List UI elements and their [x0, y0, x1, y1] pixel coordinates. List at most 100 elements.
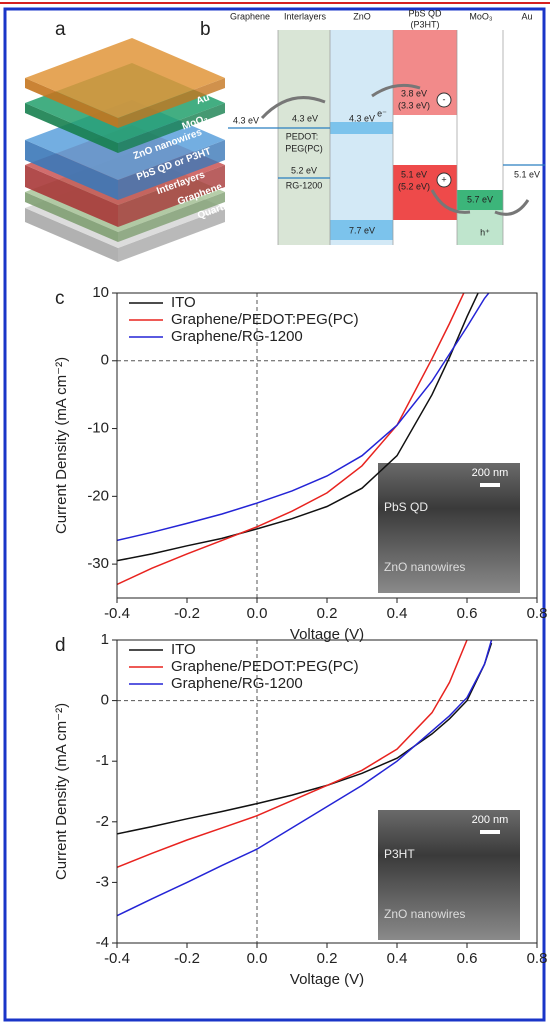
- x-axis-title: Voltage (V): [290, 971, 364, 988]
- level-label: 7.7 eV: [349, 225, 375, 235]
- series-line: [117, 640, 468, 868]
- column-label: ZnO: [353, 11, 371, 21]
- level-label: 4.3 eV: [233, 115, 259, 125]
- y-tick-label: -1: [96, 752, 109, 769]
- series-line: [117, 640, 493, 917]
- y-tick-label: -2: [96, 813, 109, 830]
- legend-label: ITO: [171, 294, 196, 311]
- x-tick-label: 0.6: [457, 605, 478, 622]
- moo3-region: [457, 210, 503, 245]
- charge-sign: +: [441, 174, 446, 184]
- column-label: Interlayers: [284, 11, 327, 21]
- legend-label: Graphene/PEDOT:PEG(PC): [171, 311, 359, 328]
- series-line: [117, 293, 490, 542]
- scale-bar-label: 200 nm: [472, 467, 509, 479]
- x-tick-label: 0.0: [247, 950, 268, 967]
- y-tick-label: 10: [92, 284, 109, 301]
- legend-label: Graphene/PEDOT:PEG(PC): [171, 658, 359, 675]
- zno-valence: [330, 220, 393, 240]
- x-tick-label: 0.2: [317, 605, 338, 622]
- y-tick-label: -20: [87, 487, 109, 504]
- column-label: (P3HT): [411, 19, 440, 29]
- plot-series: [117, 640, 493, 917]
- inset-label: ZnO nanowires: [384, 560, 465, 574]
- graphene-interlayer-left: [25, 192, 118, 242]
- level-label: (5.2 eV): [398, 181, 430, 191]
- level-label: PEDOT:: [286, 131, 319, 141]
- au-layer-left: [25, 78, 118, 128]
- y-tick-label: 0: [101, 692, 109, 709]
- y-axis-title: Current Density (mA cm⁻²): [53, 703, 70, 880]
- panel-label: a: [55, 19, 66, 40]
- moo3-layer-right: [118, 103, 225, 153]
- level-label: 5.1 eV: [514, 169, 540, 179]
- legend-label: Graphene/RG-1200: [171, 328, 303, 345]
- column-label: Au: [521, 11, 532, 21]
- inset-label: PbS QD: [384, 500, 428, 514]
- arrow: [371, 83, 421, 98]
- level-label: (3.3 eV): [398, 100, 430, 110]
- series-line: [117, 642, 493, 835]
- zno-region: [330, 30, 393, 245]
- interlayer-region: [278, 30, 330, 245]
- level-label: PEG(PC): [285, 143, 323, 153]
- au-layer-right: [118, 78, 225, 128]
- x-tick-label: -0.4: [104, 605, 130, 622]
- zno-layer-left: [25, 140, 118, 200]
- series-line: [117, 293, 465, 586]
- panel-label: c: [55, 288, 65, 309]
- charge-circle: [436, 172, 452, 188]
- series-line: [117, 293, 479, 562]
- carrier-label: e⁻: [377, 108, 387, 118]
- pbs-layer-left: [25, 165, 118, 227]
- device-stack: [25, 38, 225, 262]
- x-axis-title: Voltage (V): [290, 626, 364, 643]
- level-label: 5.1 eV: [401, 169, 427, 179]
- level-label: RG-1200: [286, 180, 323, 190]
- column-label: Graphene: [230, 11, 270, 21]
- legend-label: ITO: [171, 641, 196, 658]
- y-axis-title: Current Density (mA cm⁻²): [53, 357, 70, 534]
- scale-bar-label: 200 nm: [472, 814, 509, 826]
- carrier-label: h⁺: [480, 227, 490, 237]
- column-label: MoO₃: [469, 11, 493, 21]
- x-tick-label: 0.2: [317, 950, 338, 967]
- arrow: [260, 96, 326, 120]
- moo3-layer-left: [25, 103, 118, 153]
- x-tick-label: -0.2: [174, 950, 200, 967]
- quartz-left: [25, 208, 118, 262]
- band-diagram: Graphene Interlayers ZnO PbS QD (P3HT) M…: [228, 8, 545, 245]
- x-tick-label: 0.4: [387, 950, 408, 967]
- arrow: [430, 189, 471, 214]
- y-tick-label: -4: [96, 934, 109, 951]
- plot-series: [117, 293, 490, 586]
- x-tick-label: 0.0: [247, 605, 268, 622]
- y-tick-label: -3: [96, 873, 109, 890]
- charge-circle: [436, 92, 452, 108]
- column-label: PbS QD: [408, 8, 442, 18]
- level-label: 5.7 eV: [467, 194, 493, 204]
- panel-label: b: [200, 19, 211, 40]
- x-tick-label: -0.4: [104, 950, 130, 967]
- inset-label: ZnO nanowires: [384, 907, 465, 921]
- arrow: [494, 199, 530, 216]
- zno-conduction: [330, 122, 393, 134]
- legend-label: Graphene/RG-1200: [171, 675, 303, 692]
- x-tick-label: 0.6: [457, 950, 478, 967]
- inset-label: P3HT: [384, 847, 415, 861]
- x-tick-label: 0.8: [527, 605, 548, 622]
- x-tick-label: -0.2: [174, 605, 200, 622]
- y-tick-label: -30: [87, 555, 109, 572]
- y-tick-label: 0: [101, 352, 109, 369]
- x-tick-label: 0.8: [527, 950, 548, 967]
- level-label: 4.3 eV: [292, 113, 318, 123]
- graphene-interlayer-right: [118, 192, 225, 242]
- pbs-layer-right: [118, 165, 225, 227]
- zno-layer-right: [118, 140, 225, 200]
- panel-label: d: [55, 635, 66, 656]
- level-label: 3.8 eV: [401, 88, 427, 98]
- layer-label: Au: [195, 92, 211, 107]
- au-layer-top: [25, 38, 225, 118]
- moo3-level: [457, 190, 503, 210]
